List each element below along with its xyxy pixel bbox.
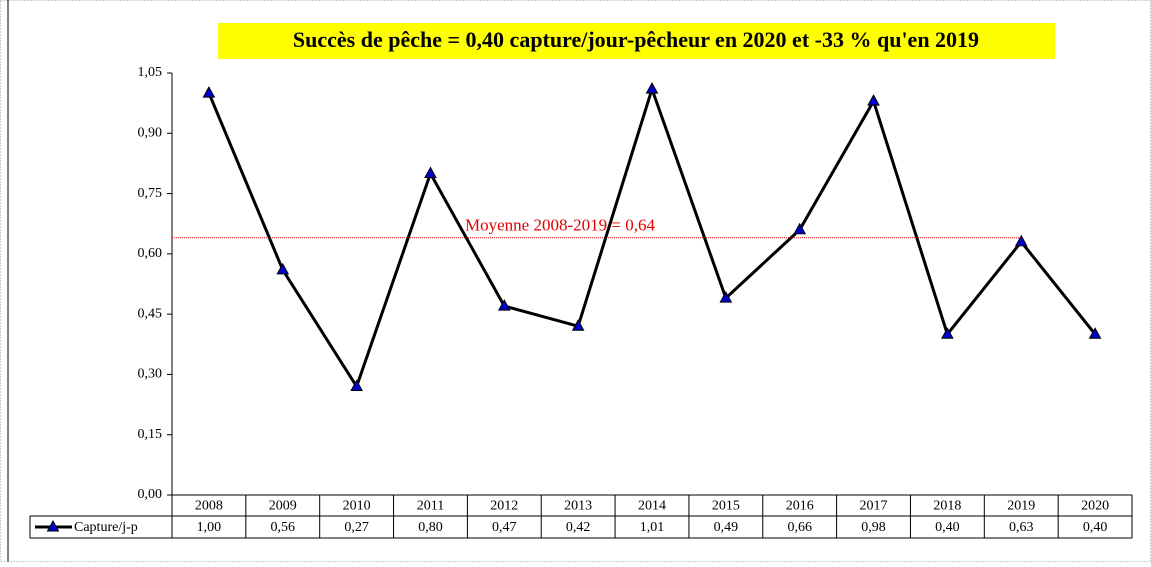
- value-label: 0,56: [271, 520, 296, 535]
- y-tick-label: 0,45: [138, 306, 163, 321]
- value-label: 0,40: [935, 520, 960, 535]
- mean-label: Moyenne 2008-2019 = 0,64: [465, 216, 655, 235]
- value-label: 0,40: [1083, 520, 1108, 535]
- y-tick-label: 0,30: [138, 367, 163, 382]
- x-tick-label: 2009: [269, 499, 297, 514]
- x-tick-label: 2020: [1081, 499, 1109, 514]
- chart-title: Succès de pêche = 0,40 capture/jour-pêch…: [293, 27, 979, 52]
- y-tick-label: 1,05: [138, 65, 163, 80]
- x-tick-label: 2015: [712, 499, 740, 514]
- x-tick-label: 2011: [417, 499, 444, 514]
- marker: [867, 94, 880, 106]
- marker: [202, 86, 216, 98]
- value-label: 1,00: [197, 520, 222, 535]
- x-tick-label: 2010: [343, 499, 371, 514]
- marker: [424, 166, 437, 178]
- x-tick-label: 2012: [490, 499, 518, 514]
- x-tick-label: 2019: [1007, 499, 1035, 514]
- marker: [645, 82, 659, 94]
- marker: [941, 327, 954, 339]
- x-tick-label: 2017: [860, 499, 888, 514]
- y-tick-label: 0,00: [138, 487, 163, 502]
- marker: [571, 319, 585, 331]
- value-label: 0,42: [566, 520, 591, 535]
- y-tick-label: 0,15: [138, 427, 163, 442]
- legend-marker: [46, 519, 60, 532]
- marker: [793, 222, 807, 235]
- value-label: 0,66: [787, 520, 812, 535]
- marker: [276, 262, 290, 275]
- x-tick-label: 2016: [786, 499, 814, 514]
- marker: [350, 379, 363, 391]
- value-label: 1,01: [640, 520, 665, 535]
- marker: [1014, 234, 1028, 247]
- x-tick-label: 2018: [933, 499, 961, 514]
- value-label: 0,80: [418, 520, 443, 535]
- title-box: [218, 23, 1055, 59]
- value-label: 0,63: [1009, 520, 1034, 535]
- value-label: 0,98: [861, 520, 886, 535]
- x-tick-label: 2014: [638, 499, 666, 514]
- x-tick-label: 2013: [564, 499, 592, 514]
- value-label: 0,49: [714, 520, 739, 535]
- y-tick-label: 0,75: [138, 186, 163, 201]
- value-label: 0,47: [492, 520, 517, 535]
- y-tick-label: 0,60: [138, 246, 163, 261]
- marker: [497, 299, 511, 311]
- value-label: 0,27: [344, 520, 369, 535]
- x-tick-label: 2008: [195, 499, 223, 514]
- legend-label: Capture/j-p: [74, 520, 138, 535]
- y-tick-label: 0,90: [138, 126, 163, 141]
- marker: [1088, 327, 1102, 339]
- marker: [719, 291, 733, 303]
